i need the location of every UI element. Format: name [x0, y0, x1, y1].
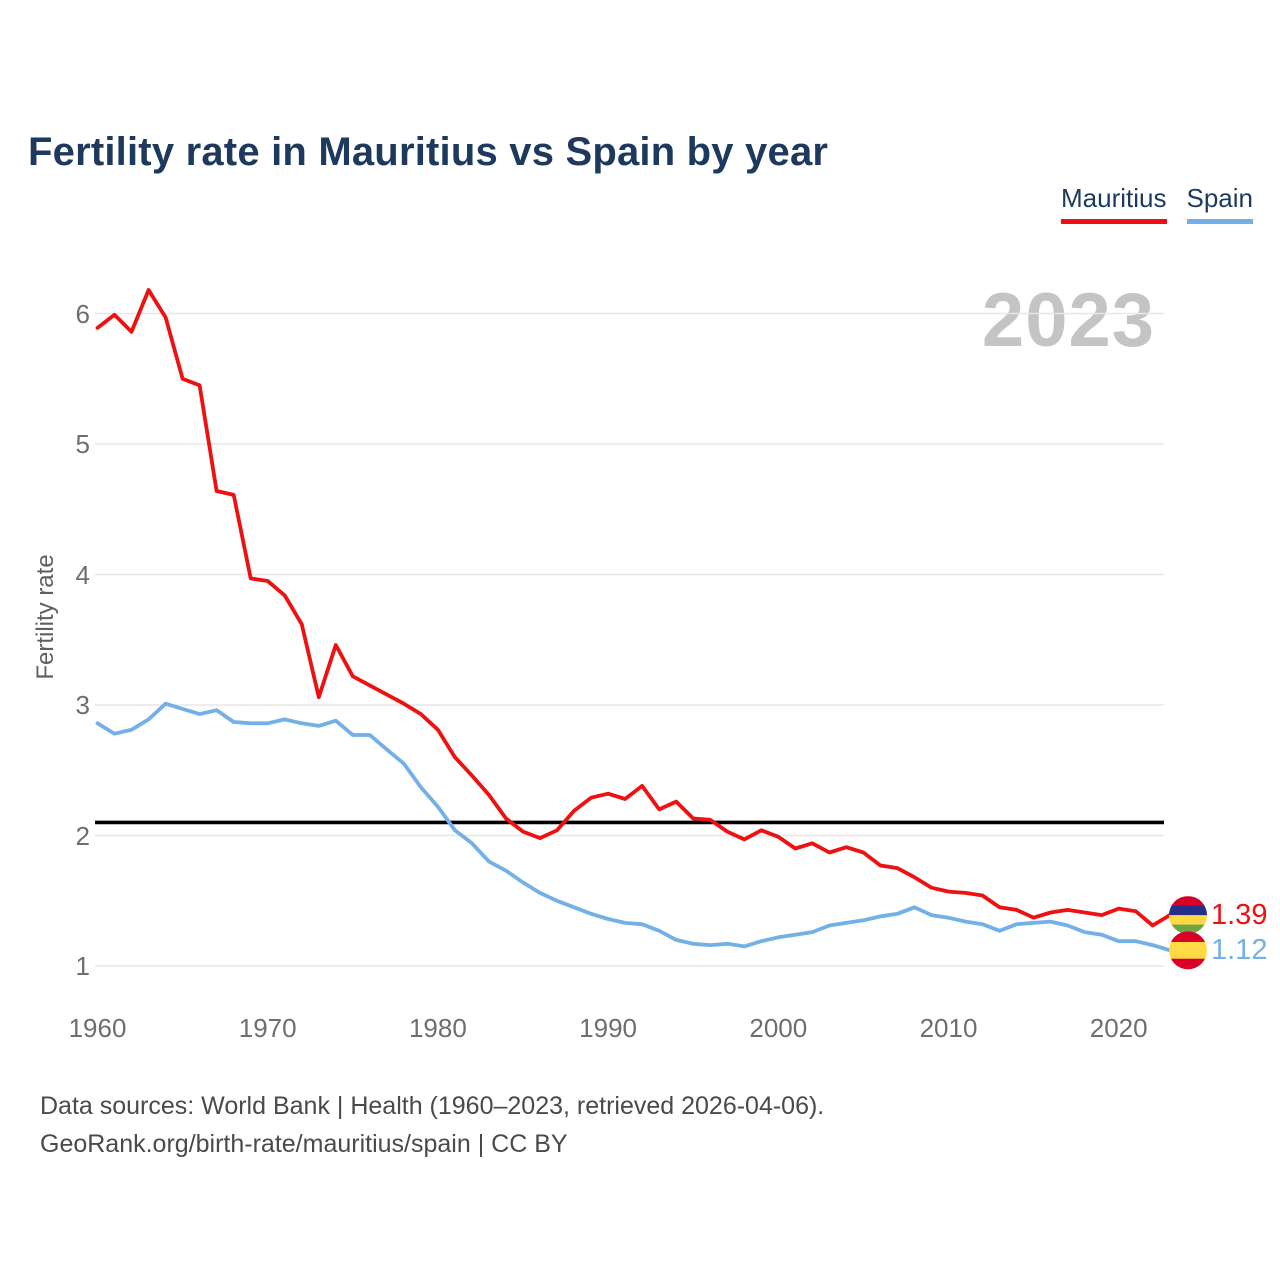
y-tick-2: 2 [75, 820, 90, 851]
legend-item-spain[interactable]: Spain [1186, 183, 1254, 224]
x-tick-2010: 2010 [919, 1013, 978, 1043]
mauritius-line[interactable] [95, 288, 1172, 928]
spain-line[interactable] [95, 701, 1172, 953]
x-tick-1960: 1960 [68, 1013, 127, 1043]
mauritius-flag-marker [1169, 896, 1207, 935]
x-tick-1990: 1990 [579, 1013, 638, 1043]
y-tick-3: 3 [75, 690, 90, 720]
x-tick-2020: 2020 [1089, 1013, 1148, 1043]
x-tick-1980: 1980 [408, 1013, 467, 1043]
spain-flag-marker [1169, 931, 1207, 970]
footer: Data sources: World Bank | Health (1960–… [40, 1087, 824, 1163]
legend-item-mauritius[interactable]: Mauritius [1061, 183, 1167, 224]
watermark-year: 2023 [981, 278, 1155, 363]
x-tick-2000: 2000 [749, 1013, 808, 1043]
y-tick-4: 4 [75, 559, 90, 590]
y-tick-5: 5 [75, 429, 90, 459]
end-value-spain: 1.12 [1211, 934, 1268, 967]
y-tick-1: 1 [75, 951, 90, 981]
legend-label-mauritius: Mauritius [1061, 183, 1167, 213]
legend-label-spain: Spain [1186, 183, 1254, 213]
page-title: Fertility rate in Mauritius vs Spain by … [28, 129, 829, 174]
x-tick-1970: 1970 [238, 1013, 297, 1043]
footer-attribution: GeoRank.org/birth-rate/mauritius/spain |… [40, 1130, 568, 1158]
legend: Mauritius Spain [1061, 183, 1253, 224]
footer-sources: Data sources: World Bank | Health (1960–… [40, 1092, 825, 1120]
end-value-mauritius: 1.39 [1211, 899, 1268, 932]
y-tick-6: 6 [75, 298, 90, 329]
